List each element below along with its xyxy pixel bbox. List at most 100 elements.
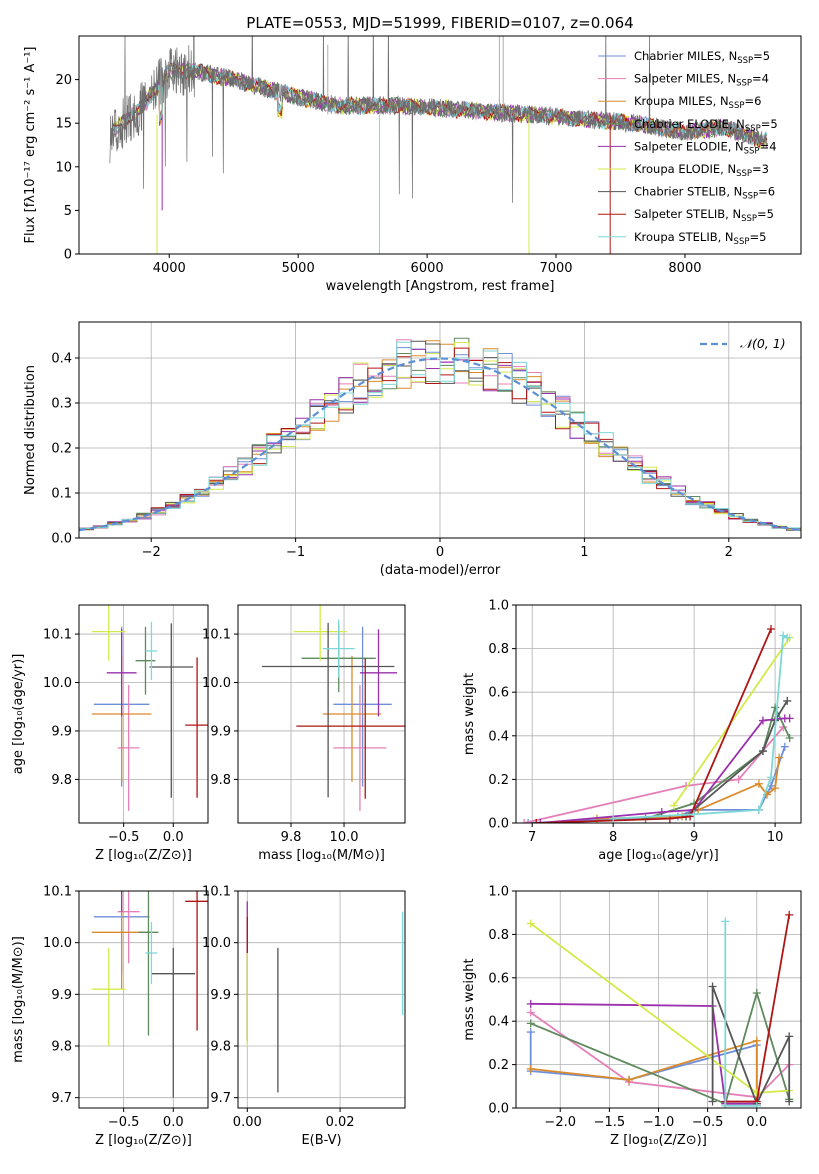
x-tick-label: 0.00 [233,1115,262,1130]
weight-point-marker [785,733,794,742]
weight-point-marker [785,910,794,919]
x-axis-label: Z [log₁₀(Z/Z⊙)] [95,848,192,863]
x-tick-label: −2.0 [544,1115,576,1130]
y-tick-label: 9.9 [210,988,231,1003]
axes-frame [237,890,406,1109]
y-axis-label: mass [log₁₀(M/M⊙)] [11,936,26,1063]
weight-series-line [530,1039,758,1105]
y-tick-label: 10.0 [202,936,231,951]
weight-point-marker [775,753,784,762]
weight-point-marker [783,696,792,705]
legend-label: Salpeter MILES, NSSP=4 [634,72,769,89]
y-tick-label: 5 [64,204,72,219]
legend-label: Chabrier ELODIE, NSSP=5 [634,117,778,134]
y-tick-label: 0.4 [488,729,509,744]
weight-series-line [529,1032,758,1106]
axes-frame [78,35,802,255]
y-tick-label: 1.0 [488,599,509,614]
weight-point-marker [780,742,789,751]
x-tick-label: 0.0 [163,830,184,845]
weight-point-marker [785,714,794,723]
y-tick-label: 10 [55,160,72,175]
y-tick-label: 9.7 [210,1091,231,1106]
y-tick-label: 10.1 [202,885,231,900]
x-tick-label: −1.5 [594,1115,626,1130]
y-axis-label: mass weight [462,673,477,755]
x-tick-label: 8000 [668,261,701,276]
y-tick-label: 0.8 [488,642,509,657]
x-tick-label: −2 [142,545,161,560]
y-tick-label: 0 [64,248,72,263]
y-tick-label: 0.2 [51,442,72,457]
y-tick-label: 0.4 [51,352,72,367]
weight-point-marker [783,633,792,642]
x-tick-label: 7000 [539,261,572,276]
weight-point-marker [754,779,763,788]
y-tick-label: 9.8 [51,1040,72,1055]
x-tick-label: 6000 [411,261,444,276]
x-tick-label: 9 [690,830,698,845]
x-tick-label: −0.5 [108,830,140,845]
y-tick-label: 10.1 [202,628,231,643]
weight-point-marker [785,1097,794,1106]
y-axis-label: Flux [fλ10⁻¹⁷ erg cm⁻² s⁻¹ A⁻¹] [23,47,38,244]
weight-point-marker [657,808,666,817]
x-tick-label: 0.0 [163,1115,184,1130]
y-tick-label: 10.0 [43,936,72,951]
weight-series-line [530,989,791,1105]
weight-point-marker [752,1036,761,1045]
x-tick-label: 9.8 [281,830,302,845]
weight-point-marker [779,631,788,640]
plot-area [109,36,768,254]
x-tick-label: 0.02 [326,1115,355,1130]
y-tick-label: 0.2 [488,1058,509,1073]
weight-point-marker [526,919,535,928]
weight-point-marker [532,819,541,823]
histogram-series [79,341,801,533]
normal-curve [79,357,801,532]
weight-point-marker [752,1101,761,1108]
axes-frame [515,604,802,824]
x-axis-label: E(B-V) [301,1133,341,1148]
weight-point-marker [690,810,699,819]
legend-label: Kroupa ELODIE, NSSP=3 [634,162,769,179]
weight-point-marker [526,999,535,1008]
plot-area [91,605,208,811]
y-tick-label: 9.8 [210,773,231,788]
weight-point-marker [520,819,529,823]
y-tick-label: 0.6 [488,971,509,986]
y-tick-label: 9.7 [51,1091,72,1106]
y-tick-label: 9.9 [51,724,72,739]
y-tick-label: 0.8 [488,928,509,943]
x-tick-label: 4000 [153,261,186,276]
weight-series-line [685,700,788,818]
x-tick-label: −0.5 [692,1115,724,1130]
weight-point-marker [771,784,780,793]
weight-series-line [523,726,784,823]
x-axis-label: Z [log₁₀(Z/Z⊙)] [95,1133,192,1148]
plot-area [520,624,794,823]
y-tick-label: 0.6 [488,686,509,701]
weight-point-marker [708,982,717,991]
x-tick-label: 10.0 [330,830,359,845]
y-tick-label: 9.8 [210,1040,231,1055]
y-tick-label: 1.0 [488,885,509,900]
y-tick-label: 9.9 [51,988,72,1003]
axes-frame [515,890,802,1109]
plot-area [91,891,208,1098]
plot-area [79,337,801,533]
y-tick-label: 0.4 [488,1015,509,1030]
y-tick-label: 0.1 [51,487,72,502]
x-tick-label: 0.0 [746,1115,767,1130]
weight-point-marker [669,801,678,810]
chart-title: PLATE=0553, MJD=51999, FIBERID=0107, z=0… [246,14,633,32]
plot-area [261,605,405,811]
weight-point-marker [721,917,730,926]
axes-frame [78,604,209,824]
weight-point-marker [526,1008,535,1017]
legend-label: Chabrier MILES, NSSP=5 [634,49,770,66]
weight-series-line [536,628,772,823]
weight-point-marker [754,805,763,814]
weight-series-line [540,717,790,823]
y-tick-label: 10.1 [43,885,72,900]
